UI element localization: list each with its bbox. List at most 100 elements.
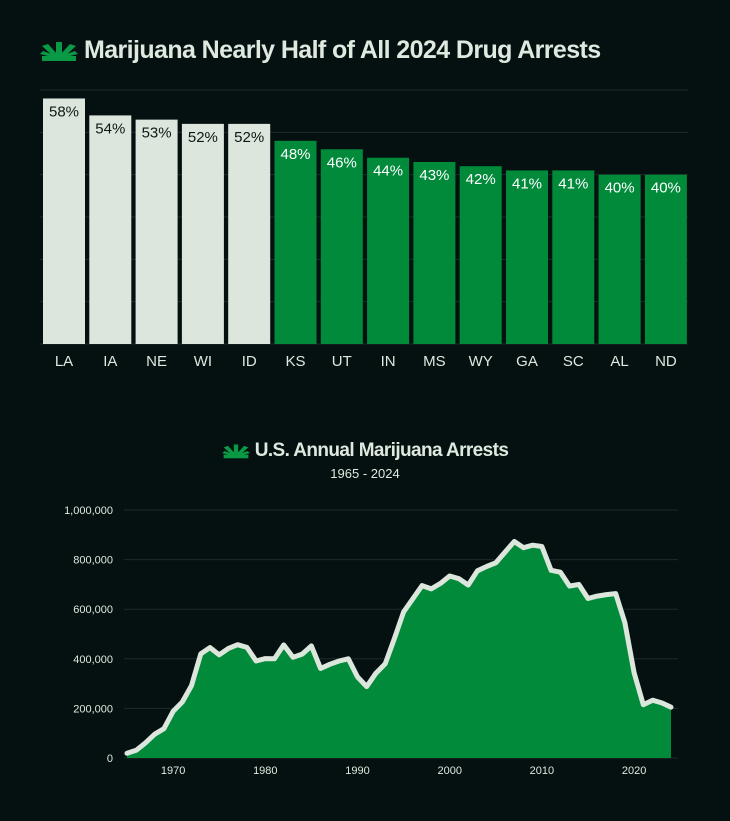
data-point (154, 733, 156, 735)
data-label: 53% (142, 125, 172, 142)
data-point (403, 611, 405, 613)
data-point (274, 658, 276, 660)
data-point (615, 593, 617, 595)
data-point (661, 702, 663, 704)
data-label: 41% (558, 175, 588, 192)
x-tick-label: ID (242, 353, 257, 370)
data-label: 58% (49, 103, 79, 120)
data-point (191, 685, 193, 687)
data-point (522, 547, 524, 549)
bar (43, 98, 85, 344)
data-point (642, 704, 644, 706)
y-tick-label: 600,000 (73, 604, 113, 616)
data-point (532, 544, 534, 546)
data-point (375, 672, 377, 674)
series-line (124, 539, 674, 756)
data-point (144, 742, 146, 744)
bar-chart: 58% LA 54% IA 53% NE 52% WI 52% ID 48% KS 46% UT 44% IN… (40, 89, 688, 370)
data-point (587, 598, 589, 600)
data-point (652, 699, 654, 701)
x-tick-label: ND (655, 353, 677, 370)
bar (598, 174, 641, 344)
y-tick-label: 400,000 (73, 654, 113, 666)
cannabis-leaf-icon (40, 41, 78, 61)
data-point (605, 594, 607, 596)
data-point (393, 637, 395, 639)
data-point (421, 585, 423, 587)
data-point (550, 569, 552, 571)
x-tick-label: 2020 (622, 765, 646, 777)
bar-chart-title: Marijuana Nearly Half of All 2024 Drug A… (40, 36, 601, 65)
data-point (559, 571, 561, 573)
data-point (439, 582, 441, 584)
y-tick-label: 0 (107, 753, 113, 765)
data-label: 41% (512, 175, 542, 192)
bar (506, 170, 548, 344)
data-point (476, 570, 478, 572)
data-point (504, 551, 506, 553)
bar (644, 174, 687, 344)
x-tick-label: 1990 (345, 765, 369, 777)
bar (459, 166, 502, 344)
x-tick-label: GA (516, 353, 538, 370)
data-label: 46% (327, 154, 357, 171)
data-point (264, 658, 266, 660)
cannabis-leaf-icon (221, 444, 250, 459)
data-point (163, 728, 165, 730)
area-fill (127, 541, 671, 758)
data-label: 52% (188, 129, 218, 146)
data-point (486, 566, 488, 568)
area-chart-title: U.S. Annual Marijuana Arrests (0, 440, 730, 462)
data-point (283, 644, 285, 646)
data-point (624, 622, 626, 624)
data-point (670, 706, 672, 708)
bar (320, 149, 363, 344)
bar (552, 170, 595, 344)
data-point (578, 583, 580, 585)
data-point (181, 701, 183, 703)
data-point (126, 752, 128, 754)
data-point (172, 710, 174, 712)
x-tick-label: KS (285, 353, 305, 370)
data-point (255, 660, 257, 662)
x-tick-label: IA (103, 353, 117, 370)
data-point (430, 588, 432, 590)
x-tick-label: NE (146, 353, 167, 370)
y-tick-label: 1,000,000 (64, 505, 113, 517)
data-label: 52% (234, 129, 264, 146)
x-tick-label: 2000 (437, 765, 461, 777)
data-point (218, 654, 220, 656)
title-text: U.S. Annual Marijuana Arrests (254, 440, 509, 461)
y-tick-label: 800,000 (73, 555, 113, 567)
data-label: 44% (373, 163, 403, 180)
data-label: 40% (605, 180, 635, 197)
x-tick-label: UT (332, 353, 352, 370)
data-point (513, 540, 515, 542)
data-point (495, 562, 497, 564)
area-chart-subtitle: 1965 - 2024 (330, 466, 400, 481)
data-point (135, 749, 137, 751)
data-point (310, 645, 312, 647)
data-point (366, 686, 368, 688)
data-label: 43% (419, 167, 449, 184)
data-label: 48% (280, 146, 310, 163)
bar (367, 157, 410, 344)
data-point (357, 676, 359, 678)
data-point (292, 656, 294, 658)
data-point (237, 644, 239, 646)
data-point (596, 595, 598, 597)
data-point (209, 647, 211, 649)
bar (274, 140, 317, 344)
data-point (301, 653, 303, 655)
x-tick-label: 1980 (253, 765, 277, 777)
title-text: Marijuana Nearly Half of All 2024 Drug A… (84, 36, 601, 64)
data-point (458, 578, 460, 580)
data-point (246, 646, 248, 648)
data-point (541, 545, 543, 547)
bar (89, 115, 132, 345)
bar (413, 161, 456, 344)
bar (181, 123, 224, 344)
x-tick-label: WI (194, 353, 212, 370)
x-tick-label: 1970 (161, 765, 185, 777)
